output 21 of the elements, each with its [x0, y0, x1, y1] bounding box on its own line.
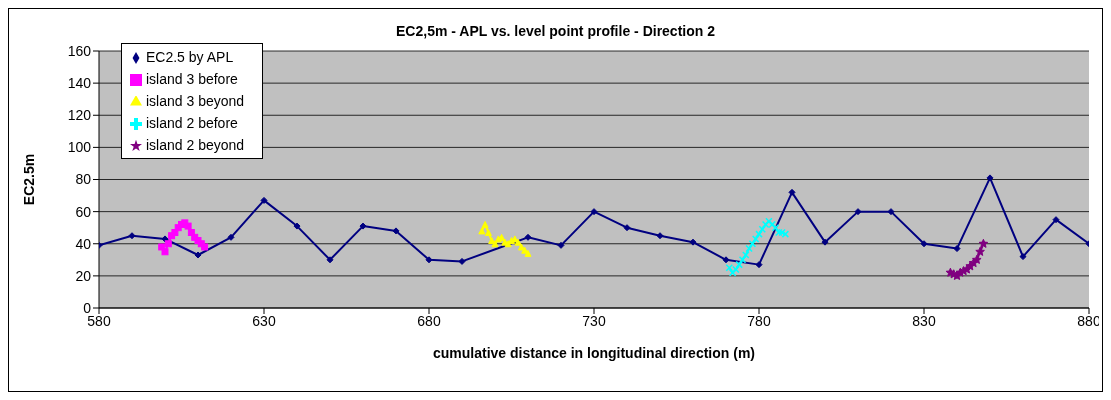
- y-tick-label: 60: [75, 203, 92, 220]
- y-axis-title: EC2.5m: [20, 153, 37, 206]
- x-tick-label: 730: [582, 312, 606, 329]
- x-tick-label: 630: [252, 312, 276, 329]
- legend-label: island 3 beyond: [146, 93, 245, 109]
- x-tick-label: 680: [417, 312, 441, 329]
- chart-title: EC2,5m - APL vs. level point profile - Direction 2: [395, 23, 716, 41]
- legend-label: island 2 before: [146, 115, 238, 131]
- y-tick-label: 100: [67, 139, 92, 156]
- y-tick-label: 20: [75, 267, 92, 284]
- x-tick-label: 780: [747, 312, 771, 329]
- x-tick-label: 830: [912, 312, 936, 329]
- legend-label: island 3 before: [146, 71, 238, 87]
- y-tick-label: 140: [67, 75, 92, 92]
- y-tick-label: 40: [75, 235, 92, 252]
- x-axis-title: cumulative distance in longitudinal direction (m): [432, 345, 756, 361]
- legend-label: island 2 beyond: [146, 137, 245, 153]
- legend-label: EC2.5 by APL: [146, 49, 234, 65]
- y-tick-label: 120: [67, 107, 92, 124]
- y-tick-label: 160: [67, 42, 92, 59]
- y-tick-label: 80: [75, 171, 92, 188]
